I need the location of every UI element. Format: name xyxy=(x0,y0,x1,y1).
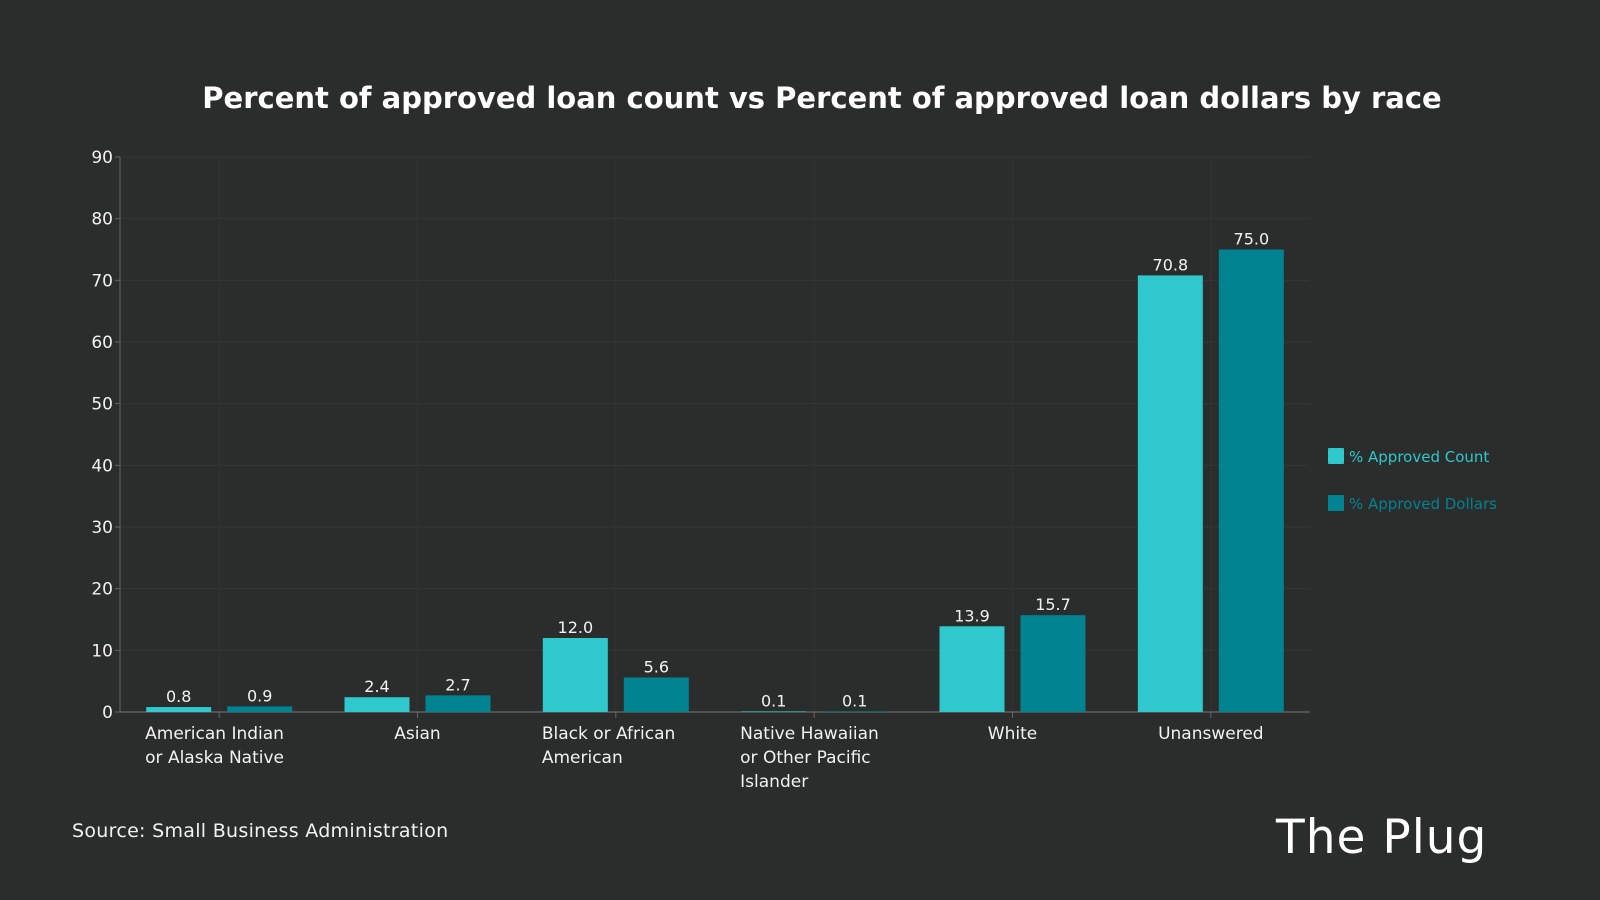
legend-item-label[interactable]: % Approved Count xyxy=(1349,448,1489,466)
bar-dollars[interactable] xyxy=(227,706,293,712)
data-label: 2.4 xyxy=(364,677,389,696)
data-label: 5.6 xyxy=(644,657,669,676)
source-note: Source: Small Business Administration xyxy=(72,820,449,842)
bar-dollars[interactable] xyxy=(1218,249,1284,713)
bar-count[interactable] xyxy=(542,638,608,712)
data-labels: 0.8 2.4 12.0 0.1 13.9 70.8 0.9 2.7 5.6 0.1 15.7 75.… xyxy=(166,230,1269,711)
bar-dollars[interactable] xyxy=(623,677,689,712)
x-category-label: White xyxy=(988,724,1037,744)
y-tick-label: 30 xyxy=(91,518,113,538)
bar-dollars[interactable] xyxy=(425,695,491,712)
y-tick-label: 50 xyxy=(91,395,113,415)
bar-count[interactable] xyxy=(939,626,1005,712)
bar-dollars[interactable] xyxy=(822,711,888,712)
x-category-label: American Indian or Alaska Native xyxy=(145,724,284,768)
legend-item-label[interactable]: % Approved Dollars xyxy=(1349,495,1497,513)
x-category-label: Asian xyxy=(394,724,440,744)
chart-title: Percent of approved loan count vs Percen… xyxy=(202,81,1441,115)
data-label: 0.9 xyxy=(247,686,272,705)
bars xyxy=(146,249,1284,713)
data-label: 75.0 xyxy=(1234,230,1270,249)
data-label: 13.9 xyxy=(954,606,990,625)
bar-count[interactable] xyxy=(1137,275,1203,712)
brand-logo: The Plug xyxy=(1276,810,1488,865)
legend-swatch xyxy=(1328,495,1344,511)
legend-swatch xyxy=(1328,448,1344,464)
data-label: 0.1 xyxy=(842,691,867,710)
x-category-label: Native Hawaiian or Other Pacific Islander xyxy=(740,724,879,792)
data-label: 12.0 xyxy=(558,618,594,637)
y-tick-label: 70 xyxy=(91,271,113,291)
x-category-label: Black or African American xyxy=(542,724,675,768)
y-tick-label: 0 xyxy=(102,703,113,723)
axes: 0 10 20 30 40 50 60 70 80 90 American Indian or Ala… xyxy=(91,148,1310,792)
bar-dollars[interactable] xyxy=(1020,615,1086,712)
legend[interactable]: % Approved Count % Approved Dollars xyxy=(1328,448,1497,513)
data-label: 70.8 xyxy=(1153,255,1189,274)
x-category-label: Unanswered xyxy=(1158,724,1264,744)
data-label: 15.7 xyxy=(1035,595,1071,614)
data-label: 0.8 xyxy=(166,687,191,706)
y-tick-label: 20 xyxy=(91,580,113,600)
y-tick-label: 10 xyxy=(91,641,113,661)
bar-count[interactable] xyxy=(146,707,212,712)
y-tick-label: 90 xyxy=(91,148,113,168)
y-tick-label: 40 xyxy=(91,456,113,476)
bar-count[interactable] xyxy=(344,697,410,712)
y-tick-label: 60 xyxy=(91,333,113,353)
data-label: 0.1 xyxy=(761,691,786,710)
bar-count[interactable] xyxy=(741,711,807,712)
gridlines xyxy=(120,156,1310,712)
data-label: 2.7 xyxy=(445,675,470,694)
y-tick-label: 80 xyxy=(91,210,113,230)
